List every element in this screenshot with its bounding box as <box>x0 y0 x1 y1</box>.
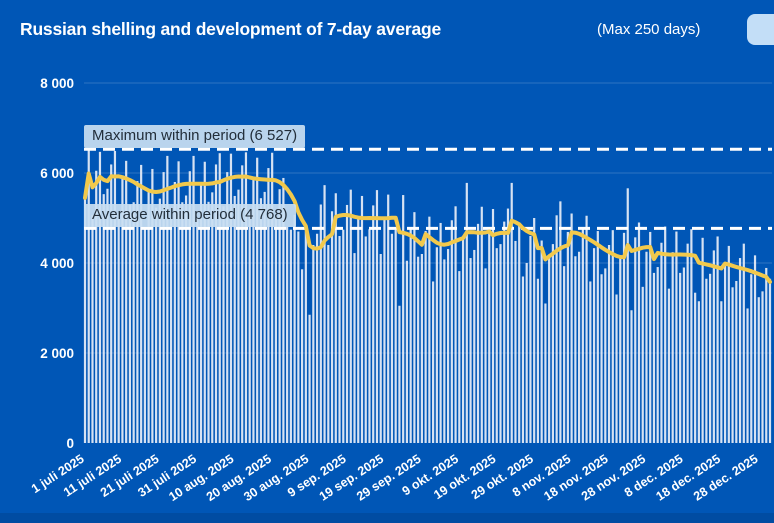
svg-text:4 000: 4 000 <box>40 256 74 271</box>
svg-text:28 dec. 2025: 28 dec. 2025 <box>691 452 760 504</box>
y-axis-labels: 8 000 6 000 4 000 2 000 0 <box>40 76 74 451</box>
footer-strip <box>0 513 774 523</box>
daily-bars <box>83 149 772 444</box>
corner-button[interactable] <box>747 14 774 45</box>
svg-text:6 000: 6 000 <box>40 166 74 181</box>
avg-annotation-label: Average within period (4 768) <box>84 204 296 227</box>
svg-text:0: 0 <box>66 436 74 451</box>
chart-title: Russian shelling and development of 7-da… <box>20 19 442 39</box>
max-annotation-label: Maximum within period (6 527) <box>84 125 306 148</box>
chart-period-note: (Max 250 days) <box>597 21 701 38</box>
svg-text:2 000: 2 000 <box>40 346 74 361</box>
svg-text:8 000: 8 000 <box>40 76 74 91</box>
seven-day-average-line <box>83 171 772 284</box>
